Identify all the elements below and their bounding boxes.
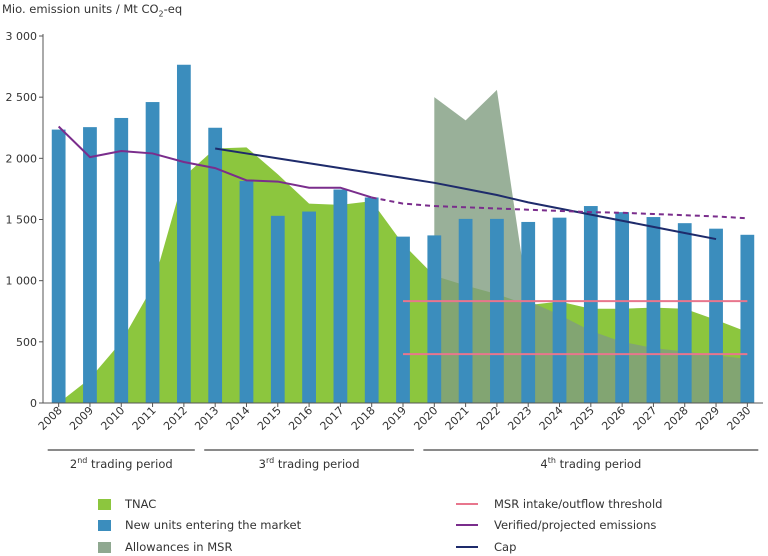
x-tick-label-2025: 2025 xyxy=(568,404,597,433)
bar-2010 xyxy=(114,117,129,404)
bar-2016 xyxy=(302,211,316,403)
y-tick-label: 1 500 xyxy=(6,214,38,227)
bar-2022 xyxy=(490,218,504,403)
msr-allowances-area xyxy=(434,89,748,404)
legend-label-tnac: TNAC xyxy=(125,497,157,511)
bar-2017 xyxy=(333,189,348,403)
bar-2019 xyxy=(396,236,410,403)
y-tick-label: 500 xyxy=(16,336,37,349)
tnac-swatch xyxy=(98,498,111,510)
x-tick-label-2015: 2015 xyxy=(255,404,284,433)
x-tick-label-2023: 2023 xyxy=(505,404,534,433)
legend-item-emissions: Verified/projected emissions xyxy=(456,518,656,532)
x-tick-label-2021: 2021 xyxy=(443,404,472,433)
x-tick-label-2013: 2013 xyxy=(192,404,221,433)
verified-emissions-line xyxy=(57,125,372,199)
bar-2009 xyxy=(83,127,97,403)
period-label-2: 2nd trading period xyxy=(70,456,173,471)
x-tick-label-2017: 2017 xyxy=(318,404,347,433)
legend-item-msr-allowances: Allowances in MSR xyxy=(98,540,232,554)
x-tick-label-2010: 2010 xyxy=(98,404,127,433)
y-tick-label: 3 000 xyxy=(6,30,38,43)
legend-label-threshold: MSR intake/outflow threshold xyxy=(494,497,663,511)
period-label-4: 4th trading period xyxy=(540,456,641,471)
legend-item-new-units: New units entering the market xyxy=(98,518,301,532)
y-tick-label: 0 xyxy=(30,397,37,410)
bar-2027 xyxy=(646,217,661,403)
x-tick-label-2019: 2019 xyxy=(380,404,409,433)
y-tick-label: 1 000 xyxy=(6,275,38,288)
x-tick-label-2030: 2030 xyxy=(724,404,753,433)
bar-2025 xyxy=(583,206,598,403)
x-tick-label-2027: 2027 xyxy=(631,404,660,433)
bar-2020 xyxy=(427,235,442,403)
legend-item-threshold: MSR intake/outflow threshold xyxy=(456,497,662,511)
bar-2013 xyxy=(208,127,223,403)
legend-label-emissions: Verified/projected emissions xyxy=(494,518,657,532)
new-units-swatch xyxy=(98,519,111,531)
bar-2018 xyxy=(364,197,379,403)
x-tick-label-2020: 2020 xyxy=(411,404,440,433)
cap-line xyxy=(215,147,717,241)
x-tick-label-2016: 2016 xyxy=(286,404,315,433)
threshold-swatch xyxy=(456,503,478,505)
legend-label-msr-allowances: Allowances in MSR xyxy=(125,540,233,554)
y-tick-label: 2 000 xyxy=(6,152,38,165)
legend-label-cap: Cap xyxy=(494,540,517,554)
bar-2024 xyxy=(552,217,567,403)
x-tick-label-2008: 2008 xyxy=(36,404,65,433)
cap-swatch xyxy=(456,546,478,548)
x-tick-label-2011: 2011 xyxy=(130,404,159,433)
bar-2015 xyxy=(270,215,285,403)
x-tick-label-2009: 2009 xyxy=(67,404,96,433)
bar-2008 xyxy=(51,129,66,403)
bar-2023 xyxy=(521,221,536,403)
x-tick-label-2018: 2018 xyxy=(349,404,378,433)
bar-2014 xyxy=(239,180,254,403)
y-axis-unit-label: Mio. emission units / Mt CO2-eq xyxy=(2,2,183,19)
x-tick-label-2026: 2026 xyxy=(599,404,628,433)
bar-2021 xyxy=(458,218,473,403)
bar-2028 xyxy=(677,223,692,403)
bar-2030 xyxy=(740,234,755,403)
bar-2026 xyxy=(615,212,630,403)
x-tick-label-2029: 2029 xyxy=(693,404,722,433)
x-tick-label-2022: 2022 xyxy=(474,404,503,433)
bar-2012 xyxy=(176,64,191,403)
legend-item-cap: Cap xyxy=(456,540,516,554)
projected-emissions-line xyxy=(371,196,748,220)
legend-label-new-units: New units entering the market xyxy=(125,518,302,532)
emissions-swatch xyxy=(456,524,478,526)
y-tick-label: 2 500 xyxy=(6,91,38,104)
msr-allowances-swatch xyxy=(98,541,111,553)
x-tick-label-2014: 2014 xyxy=(224,404,253,433)
legend-item-tnac: TNAC xyxy=(98,497,156,511)
x-tick-label-2028: 2028 xyxy=(662,404,691,433)
bar-2029 xyxy=(709,228,723,403)
x-tick-label-2024: 2024 xyxy=(537,404,566,433)
period-label-3: 3rd trading period xyxy=(259,456,360,471)
x-tick-label-2012: 2012 xyxy=(161,404,190,433)
bar-2011 xyxy=(145,102,160,403)
